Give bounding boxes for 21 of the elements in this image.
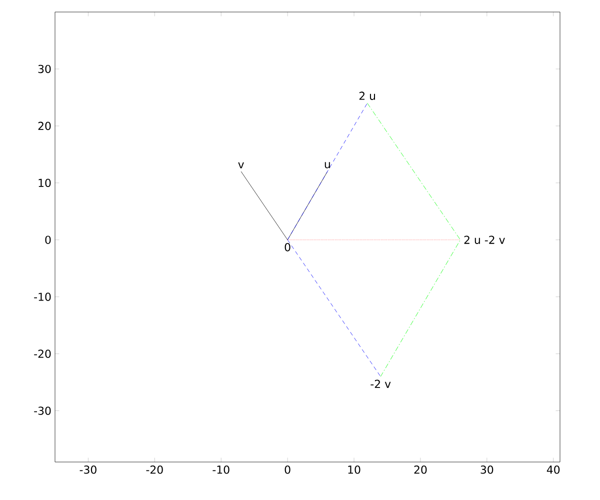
- annotation: u: [324, 162, 330, 168]
- y-tick-label: 0: [45, 236, 51, 244]
- annotation: -2 v: [370, 380, 391, 388]
- y-tick-label: 30: [38, 64, 51, 74]
- x-tick-label: 40: [546, 466, 560, 474]
- y-tick-label: -30: [34, 406, 51, 415]
- y-tick-label: -10: [34, 292, 51, 301]
- x-tick-label: -20: [146, 466, 163, 474]
- x-tick-label: 20: [414, 466, 427, 474]
- y-tick-label: 10: [38, 178, 51, 188]
- y-tick-label: -20: [34, 350, 51, 358]
- x-tick-label: 30: [480, 466, 494, 474]
- x-tick-label: 10: [348, 466, 360, 474]
- x-tick-label: -30: [80, 466, 96, 474]
- annotation: 2 u -2 v: [464, 236, 505, 244]
- y-tick-label: 20: [38, 122, 51, 130]
- x-tick-label: -10: [212, 466, 230, 474]
- annotation: 2 u: [359, 92, 375, 100]
- x-tick-label: 0: [284, 466, 290, 474]
- annotation: 0: [284, 243, 290, 252]
- annotation: v: [238, 162, 244, 168]
